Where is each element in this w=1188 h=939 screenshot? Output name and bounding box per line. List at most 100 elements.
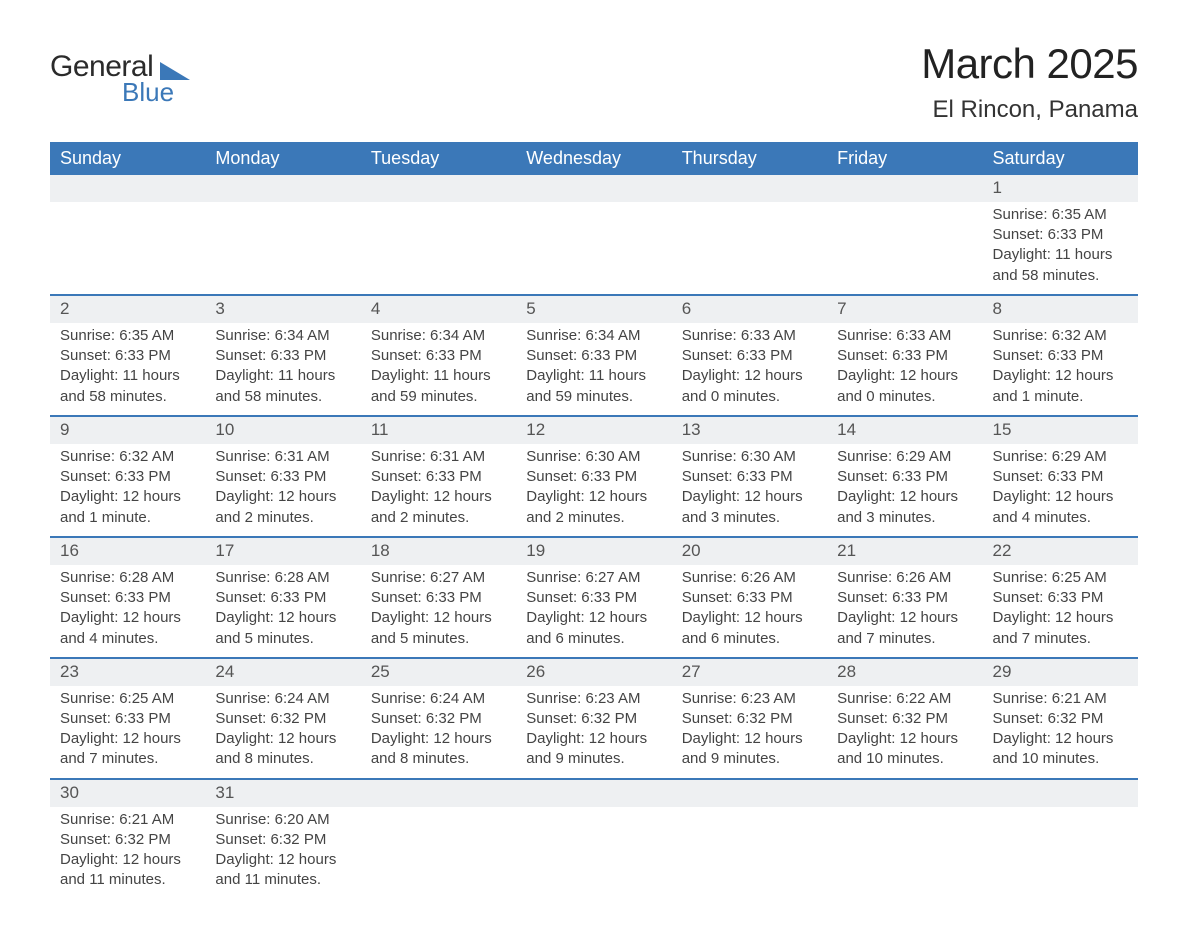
day-number-cell: 16	[50, 537, 205, 565]
day-detail-cell: Sunrise: 6:23 AMSunset: 6:32 PMDaylight:…	[672, 686, 827, 779]
sunset-text: Sunset: 6:32 PM	[60, 830, 195, 850]
day-detail-cell: Sunrise: 6:26 AMSunset: 6:33 PMDaylight:…	[827, 565, 982, 658]
daylight-text: Daylight: 12 hours and 4 minutes.	[993, 487, 1128, 528]
sunset-text: Sunset: 6:33 PM	[60, 709, 195, 729]
day-number-cell	[361, 175, 516, 202]
day-number-cell	[205, 175, 360, 202]
day-number-cell: 8	[983, 295, 1138, 323]
sunrise-text: Sunrise: 6:30 AM	[526, 447, 661, 467]
sunrise-text: Sunrise: 6:33 AM	[837, 326, 972, 346]
sunset-text: Sunset: 6:33 PM	[215, 588, 350, 608]
day-number-cell	[672, 175, 827, 202]
sunrise-text: Sunrise: 6:24 AM	[215, 689, 350, 709]
day-detail-cell: Sunrise: 6:27 AMSunset: 6:33 PMDaylight:…	[516, 565, 671, 658]
day-number-cell: 29	[983, 658, 1138, 686]
day-detail-cell	[205, 202, 360, 295]
week-detail-row: Sunrise: 6:35 AMSunset: 6:33 PMDaylight:…	[50, 202, 1138, 295]
sunset-text: Sunset: 6:33 PM	[215, 467, 350, 487]
day-number-cell: 24	[205, 658, 360, 686]
sunset-text: Sunset: 6:33 PM	[682, 346, 817, 366]
brand-logo: General Blue	[50, 50, 190, 108]
sunrise-text: Sunrise: 6:34 AM	[371, 326, 506, 346]
sunset-text: Sunset: 6:33 PM	[837, 467, 972, 487]
day-detail-cell: Sunrise: 6:21 AMSunset: 6:32 PMDaylight:…	[50, 807, 205, 899]
day-detail-cell: Sunrise: 6:33 AMSunset: 6:33 PMDaylight:…	[672, 323, 827, 416]
daylight-text: Daylight: 12 hours and 7 minutes.	[837, 608, 972, 649]
daylight-text: Daylight: 12 hours and 2 minutes.	[526, 487, 661, 528]
day-detail-cell: Sunrise: 6:35 AMSunset: 6:33 PMDaylight:…	[983, 202, 1138, 295]
col-tuesday: Tuesday	[361, 142, 516, 175]
daylight-text: Daylight: 12 hours and 6 minutes.	[526, 608, 661, 649]
day-detail-cell	[361, 807, 516, 899]
col-friday: Friday	[827, 142, 982, 175]
sunrise-text: Sunrise: 6:20 AM	[215, 810, 350, 830]
daylight-text: Daylight: 12 hours and 11 minutes.	[215, 850, 350, 891]
week-number-row: 23242526272829	[50, 658, 1138, 686]
day-number-cell	[516, 779, 671, 807]
sunrise-text: Sunrise: 6:24 AM	[371, 689, 506, 709]
day-detail-cell: Sunrise: 6:34 AMSunset: 6:33 PMDaylight:…	[361, 323, 516, 416]
day-detail-cell: Sunrise: 6:31 AMSunset: 6:33 PMDaylight:…	[361, 444, 516, 537]
day-detail-cell: Sunrise: 6:29 AMSunset: 6:33 PMDaylight:…	[983, 444, 1138, 537]
day-number-cell	[672, 779, 827, 807]
day-detail-cell	[516, 807, 671, 899]
week-detail-row: Sunrise: 6:25 AMSunset: 6:33 PMDaylight:…	[50, 686, 1138, 779]
sunset-text: Sunset: 6:33 PM	[60, 346, 195, 366]
week-number-row: 2345678	[50, 295, 1138, 323]
sunset-text: Sunset: 6:33 PM	[60, 467, 195, 487]
day-detail-cell: Sunrise: 6:34 AMSunset: 6:33 PMDaylight:…	[516, 323, 671, 416]
sunset-text: Sunset: 6:33 PM	[993, 467, 1128, 487]
sunrise-text: Sunrise: 6:28 AM	[215, 568, 350, 588]
day-number-cell: 7	[827, 295, 982, 323]
sunrise-text: Sunrise: 6:35 AM	[993, 205, 1128, 225]
day-detail-cell: Sunrise: 6:20 AMSunset: 6:32 PMDaylight:…	[205, 807, 360, 899]
sunset-text: Sunset: 6:33 PM	[526, 346, 661, 366]
sunset-text: Sunset: 6:33 PM	[993, 588, 1128, 608]
day-number-cell: 9	[50, 416, 205, 444]
sunrise-text: Sunrise: 6:30 AM	[682, 447, 817, 467]
sunrise-text: Sunrise: 6:32 AM	[993, 326, 1128, 346]
sunrise-text: Sunrise: 6:26 AM	[837, 568, 972, 588]
day-number-cell: 14	[827, 416, 982, 444]
daylight-text: Daylight: 12 hours and 6 minutes.	[682, 608, 817, 649]
day-detail-cell: Sunrise: 6:30 AMSunset: 6:33 PMDaylight:…	[672, 444, 827, 537]
daylight-text: Daylight: 12 hours and 9 minutes.	[526, 729, 661, 770]
day-detail-cell	[672, 807, 827, 899]
day-number-cell: 30	[50, 779, 205, 807]
sunset-text: Sunset: 6:32 PM	[526, 709, 661, 729]
daylight-text: Daylight: 12 hours and 10 minutes.	[993, 729, 1128, 770]
col-monday: Monday	[205, 142, 360, 175]
day-number-cell	[361, 779, 516, 807]
sunrise-text: Sunrise: 6:23 AM	[526, 689, 661, 709]
calendar-header-row: Sunday Monday Tuesday Wednesday Thursday…	[50, 142, 1138, 175]
sunrise-text: Sunrise: 6:35 AM	[60, 326, 195, 346]
title-block: March 2025 El Rincon, Panama	[921, 40, 1138, 124]
day-detail-cell: Sunrise: 6:32 AMSunset: 6:33 PMDaylight:…	[50, 444, 205, 537]
daylight-text: Daylight: 12 hours and 4 minutes.	[60, 608, 195, 649]
sunset-text: Sunset: 6:33 PM	[682, 467, 817, 487]
sunrise-text: Sunrise: 6:29 AM	[837, 447, 972, 467]
day-detail-cell	[983, 807, 1138, 899]
week-number-row: 16171819202122	[50, 537, 1138, 565]
daylight-text: Daylight: 11 hours and 58 minutes.	[993, 245, 1128, 286]
daylight-text: Daylight: 12 hours and 9 minutes.	[682, 729, 817, 770]
sunrise-text: Sunrise: 6:23 AM	[682, 689, 817, 709]
day-number-cell: 3	[205, 295, 360, 323]
day-detail-cell	[827, 807, 982, 899]
sunrise-text: Sunrise: 6:28 AM	[60, 568, 195, 588]
day-detail-cell: Sunrise: 6:21 AMSunset: 6:32 PMDaylight:…	[983, 686, 1138, 779]
day-detail-cell: Sunrise: 6:24 AMSunset: 6:32 PMDaylight:…	[205, 686, 360, 779]
day-number-cell	[827, 779, 982, 807]
day-detail-cell: Sunrise: 6:27 AMSunset: 6:33 PMDaylight:…	[361, 565, 516, 658]
daylight-text: Daylight: 12 hours and 8 minutes.	[215, 729, 350, 770]
sunset-text: Sunset: 6:33 PM	[993, 225, 1128, 245]
day-number-cell: 21	[827, 537, 982, 565]
day-detail-cell	[827, 202, 982, 295]
week-detail-row: Sunrise: 6:28 AMSunset: 6:33 PMDaylight:…	[50, 565, 1138, 658]
day-detail-cell: Sunrise: 6:30 AMSunset: 6:33 PMDaylight:…	[516, 444, 671, 537]
daylight-text: Daylight: 12 hours and 8 minutes.	[371, 729, 506, 770]
daylight-text: Daylight: 12 hours and 10 minutes.	[837, 729, 972, 770]
sunrise-text: Sunrise: 6:22 AM	[837, 689, 972, 709]
sunset-text: Sunset: 6:33 PM	[837, 346, 972, 366]
day-number-cell: 31	[205, 779, 360, 807]
